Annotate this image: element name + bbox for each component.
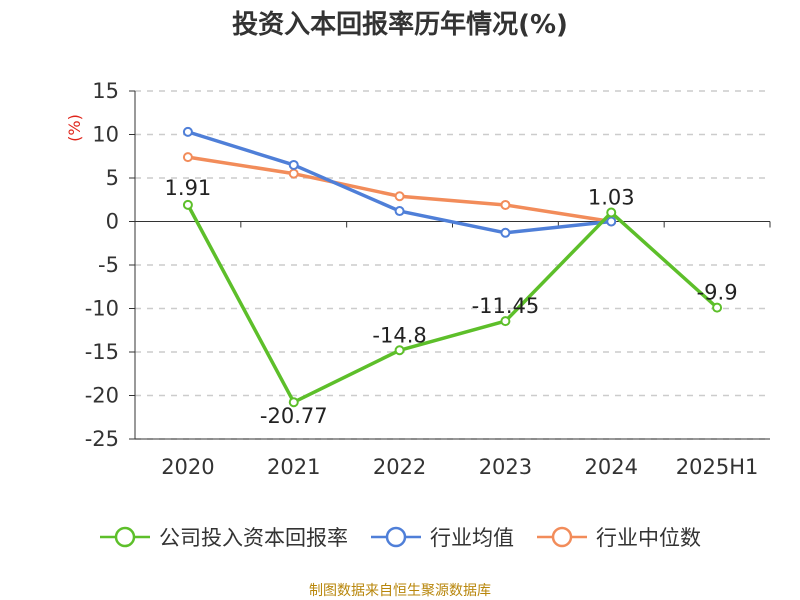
data-label: -11.45 xyxy=(472,294,540,318)
data-label: -9.9 xyxy=(697,281,738,305)
data-point xyxy=(712,302,723,313)
series-line xyxy=(186,203,719,404)
source-note: 制图数据来自恒生聚源数据库 xyxy=(309,583,491,599)
data-label: -14.8 xyxy=(372,323,426,347)
data-point xyxy=(182,199,193,210)
data-label: 1.03 xyxy=(588,186,635,210)
data-label: -20.77 xyxy=(260,404,328,428)
y-tick-label: -20 xyxy=(85,384,119,408)
y-tick-label: 10 xyxy=(92,123,119,147)
legend-item: 公司投入资本回报率 xyxy=(99,522,348,552)
y-tick-label: -15 xyxy=(85,340,119,364)
y-tick-label: 15 xyxy=(92,79,119,103)
legend-label: 行业均值 xyxy=(430,526,514,550)
data-point xyxy=(606,216,617,227)
x-tick-label: 2020 xyxy=(161,455,214,479)
y-tick-label: 0 xyxy=(106,210,119,234)
y-tick-label: -5 xyxy=(98,253,119,277)
legend-item: 行业中位数 xyxy=(536,522,701,552)
legend-line-icon xyxy=(100,526,150,548)
data-label: 1.91 xyxy=(165,176,212,200)
data-point xyxy=(182,152,193,163)
x-tick-label: 2021 xyxy=(267,455,320,479)
data-point xyxy=(288,397,299,408)
legend-item: 行业均值 xyxy=(370,522,514,552)
data-point xyxy=(288,168,299,179)
chart-title: 投资入本回报率历年情况(%) xyxy=(232,10,568,40)
y-tick-label: -25 xyxy=(85,427,119,451)
data-point xyxy=(394,345,405,356)
y-tick-label: -10 xyxy=(85,297,119,321)
data-point xyxy=(606,207,617,218)
data-point xyxy=(288,159,299,170)
y-tick-label: 5 xyxy=(106,166,119,190)
series-line xyxy=(186,130,613,235)
y-axis-label: (%) xyxy=(65,114,84,142)
data-point xyxy=(500,316,511,327)
legend-label: 公司投入资本回报率 xyxy=(159,526,348,550)
legend: 公司投入资本回报率 行业均值 行业中位数 xyxy=(0,520,800,554)
data-point xyxy=(500,199,511,210)
x-tick-label: 2023 xyxy=(479,455,532,479)
data-point xyxy=(182,126,193,137)
line-chart: 15 10 5 0 -5 -10 -15 -20 -25 2020 2021 2022 2023 2024… xyxy=(65,79,771,479)
data-point xyxy=(394,206,405,217)
legend-line-icon xyxy=(537,526,587,548)
data-point xyxy=(394,191,405,202)
data-point xyxy=(500,227,511,238)
legend-label: 行业中位数 xyxy=(596,526,701,550)
x-tick-label: 2025H1 xyxy=(676,455,759,479)
x-tick-label: 2024 xyxy=(585,455,638,479)
x-tick-label: 2022 xyxy=(373,455,426,479)
legend-line-icon xyxy=(371,526,421,548)
